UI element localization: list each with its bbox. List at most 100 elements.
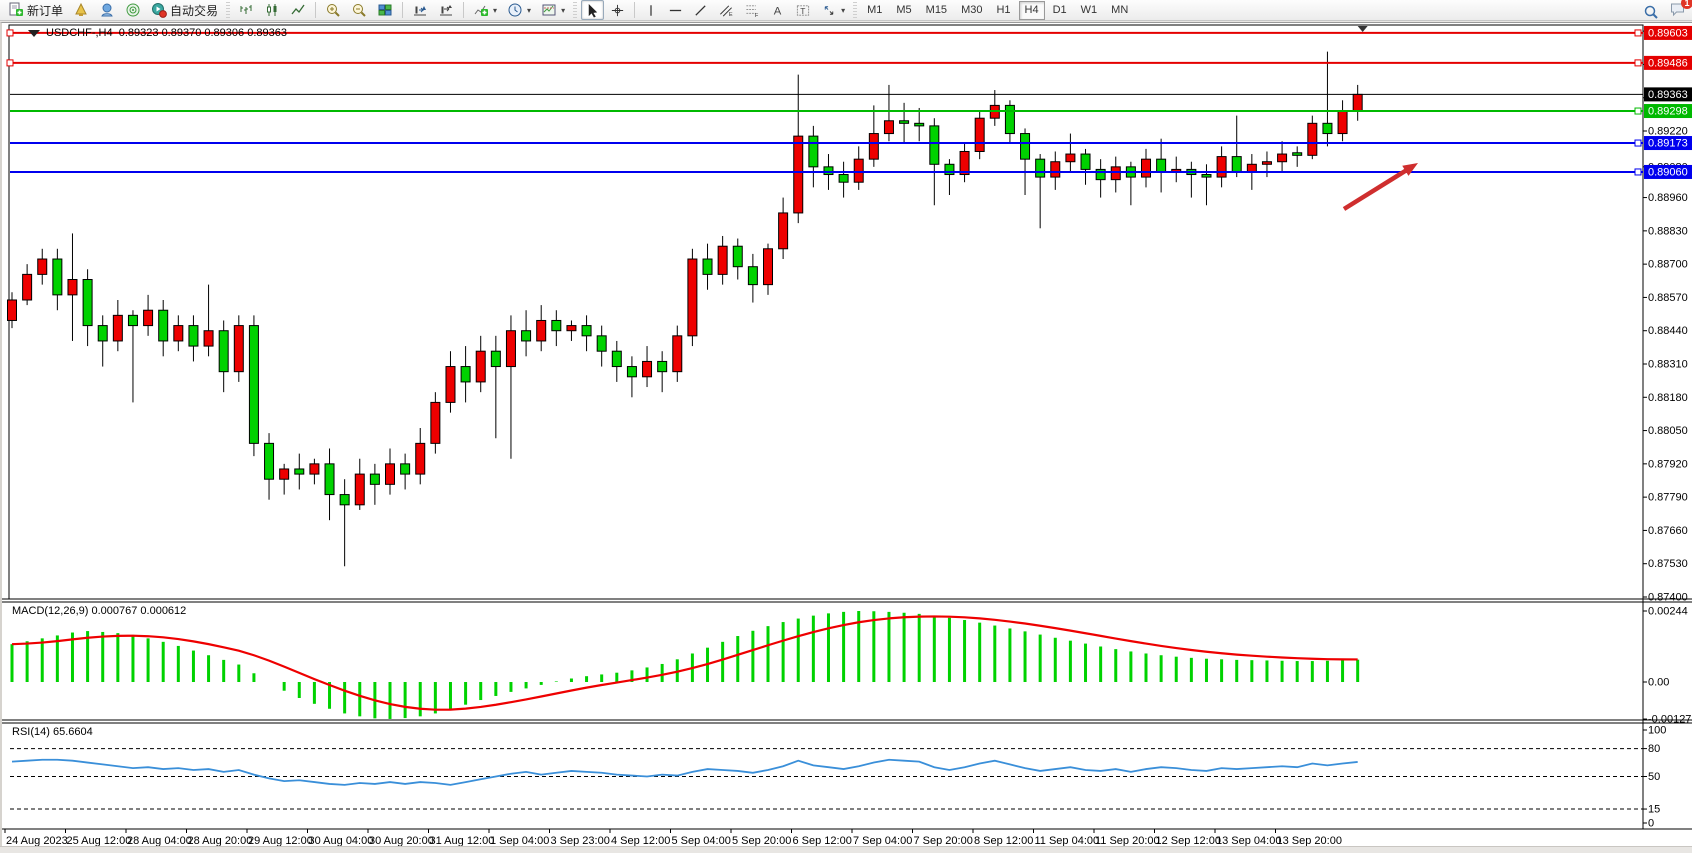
chart-symbol-period: USDCHF-,H4 — [46, 27, 113, 39]
arrows-tool[interactable]: ▾ — [817, 0, 849, 20]
alerts-button[interactable] — [69, 0, 93, 20]
svg-text:7 Sep 20:00: 7 Sep 20:00 — [914, 835, 973, 847]
periods-button[interactable]: ▾ — [503, 0, 535, 20]
zoom-out-button[interactable] — [347, 0, 371, 20]
text-label-icon: T — [796, 4, 810, 15]
notification-badge: 1 — [1681, 0, 1692, 9]
level-handle-right[interactable] — [1634, 59, 1642, 67]
indicators-icon — [474, 5, 489, 16]
mailbox-icon — [101, 3, 113, 17]
timeframe-m5-button[interactable]: M5 — [896, 4, 912, 16]
svg-text:0.89486: 0.89486 — [1648, 57, 1688, 69]
auto-scroll-button[interactable] — [408, 0, 432, 20]
svg-text:3 Sep 23:00: 3 Sep 23:00 — [551, 835, 610, 847]
one-click-trading-arrow[interactable] — [28, 30, 40, 37]
svg-text:0.89603: 0.89603 — [1648, 27, 1688, 39]
chart-shift-button[interactable] — [434, 0, 458, 20]
svg-text:7 Sep 04:00: 7 Sep 04:00 — [853, 835, 912, 847]
timeframe-d1-button[interactable]: D1 — [1052, 4, 1067, 16]
tile-windows-button[interactable] — [373, 0, 397, 20]
arrow-annotation[interactable] — [1342, 163, 1418, 211]
level-handle-right[interactable] — [1634, 139, 1642, 147]
svg-text:15: 15 — [1648, 804, 1660, 816]
level-line-0.89486[interactable]: 0.89486 — [6, 55, 1692, 70]
search-icon[interactable] — [1643, 4, 1659, 20]
candle-chart-button[interactable] — [260, 0, 284, 20]
svg-text:0: 0 — [1648, 818, 1654, 830]
market-watch-button[interactable] — [121, 0, 145, 20]
svg-text:30 Aug 04:00: 30 Aug 04:00 — [309, 835, 374, 847]
level-handle-left[interactable] — [6, 59, 14, 67]
level-handle-left[interactable] — [6, 29, 14, 37]
svg-text:1 Sep 04:00: 1 Sep 04:00 — [490, 835, 549, 847]
svg-text:100: 100 — [1648, 725, 1666, 737]
bar-chart-button[interactable] — [234, 0, 258, 20]
indicators-dropdown-arrow: ▾ — [493, 5, 498, 15]
chart-canvas[interactable]: 0.896100.894800.893500.892200.890800.889… — [2, 23, 1692, 853]
svg-text:0.88700: 0.88700 — [1648, 259, 1688, 271]
level-line-0.89298[interactable]: 0.89298 — [10, 104, 1692, 119]
timeframe-h1-button[interactable]: H1 — [996, 4, 1011, 16]
vertical-line-tool[interactable] — [640, 0, 662, 20]
zoom-in-icon — [327, 4, 340, 17]
notifications-button[interactable]: 1 — [1669, 0, 1692, 22]
new-order-button[interactable]: 新订单 — [4, 0, 67, 20]
timeframe-toolbar: M1 M5 M15 M30 H1 H4 D1 W1 MN — [861, 0, 1134, 20]
candlesticks — [7, 51, 1363, 567]
indicators-button[interactable]: ▾ — [469, 0, 501, 20]
alerts-icon — [75, 2, 87, 16]
svg-text:0.00: 0.00 — [1648, 677, 1669, 689]
timeframe-m15-button[interactable]: M15 — [925, 4, 948, 16]
text-tool[interactable]: A — [766, 0, 789, 20]
svg-text:13 Sep 20:00: 13 Sep 20:00 — [1277, 835, 1342, 847]
zoom-out-icon — [353, 4, 366, 17]
level-handle-right[interactable] — [1634, 168, 1642, 176]
timeframe-mn-button[interactable]: MN — [1111, 4, 1129, 16]
svg-text:80: 80 — [1648, 743, 1660, 755]
mailbox-button[interactable] — [95, 0, 119, 20]
macd-signal-line — [11, 615, 1358, 711]
timeframe-h4-button[interactable]: H4 — [1018, 0, 1045, 20]
tile-windows-icon — [378, 4, 392, 16]
line-chart-button[interactable] — [286, 0, 310, 20]
svg-text:24 Aug 2023: 24 Aug 2023 — [6, 835, 68, 847]
autotrading-label: 自动交易 — [170, 3, 219, 18]
candle-chart-icon — [267, 4, 277, 16]
svg-text:25 Aug 12:00: 25 Aug 12:00 — [67, 835, 132, 847]
svg-text:31 Aug 12:00: 31 Aug 12:00 — [430, 835, 495, 847]
svg-text:0.87920: 0.87920 — [1648, 458, 1688, 470]
timeframe-w1-button[interactable]: W1 — [1080, 4, 1098, 16]
zoom-in-button[interactable] — [321, 0, 345, 20]
arrows-tool-icon — [824, 5, 834, 15]
svg-text:0.88310: 0.88310 — [1648, 358, 1688, 370]
level-line-0.89060[interactable]: 0.89060 — [10, 164, 1692, 179]
trend-line-icon — [695, 4, 706, 16]
chart-shift-marker[interactable] — [1357, 26, 1368, 32]
horizontal-line-tool[interactable] — [664, 0, 687, 20]
fibonacci-tool[interactable]: F — [740, 0, 764, 20]
equidistant-channel-icon: E — [720, 4, 733, 18]
svg-text:0.88960: 0.88960 — [1648, 192, 1688, 204]
templates-button[interactable]: ▾ — [537, 0, 569, 20]
level-handle-right[interactable] — [1634, 107, 1642, 115]
trend-line-tool[interactable] — [689, 0, 712, 20]
bid-price-badge — [1644, 87, 1692, 102]
crosshair-tool-button[interactable] — [606, 0, 629, 20]
svg-text:0.88830: 0.88830 — [1648, 225, 1688, 237]
svg-text:0.89298: 0.89298 — [1648, 106, 1688, 118]
text-label-tool[interactable]: T — [791, 0, 815, 20]
cursor-tool-button[interactable] — [581, 0, 605, 20]
price-axis[interactable]: 0.896100.894800.893500.892200.890800.889… — [1643, 26, 1692, 830]
timeframe-m30-button[interactable]: M30 — [961, 4, 983, 16]
level-line-0.89173[interactable]: 0.89173 — [10, 136, 1692, 151]
svg-text:0.89060: 0.89060 — [1648, 166, 1688, 178]
equidistant-channel-tool[interactable]: E — [714, 0, 738, 20]
chart-window: 0.896100.894800.893500.892200.890800.889… — [0, 22, 1692, 853]
level-line-0.89603[interactable]: 0.89603 — [6, 25, 1692, 40]
level-handle-right[interactable] — [1634, 29, 1642, 37]
level-price-badge — [1644, 136, 1692, 151]
svg-text:12 Sep 12:00: 12 Sep 12:00 — [1156, 835, 1221, 847]
autotrading-button[interactable]: 自动交易 — [147, 0, 222, 20]
timeframe-m1-button[interactable]: M1 — [867, 4, 883, 16]
